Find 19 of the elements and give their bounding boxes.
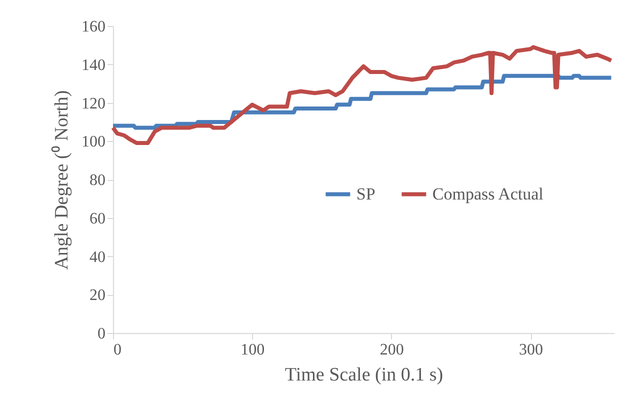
y-axis-title: Angle Degree (⁰ North) — [50, 90, 72, 270]
legend-label: SP — [356, 184, 376, 204]
line-series — [111, 45, 614, 146]
legend-label: Compass Actual — [432, 184, 544, 204]
y-tick-label: 20 — [90, 287, 106, 304]
y-tick-label: 0 — [98, 326, 106, 342]
y-tick-label: 160 — [82, 18, 106, 36]
x-axis-title: Time Scale (in 0.1 s) — [284, 364, 444, 386]
y-tick-label: 100 — [82, 134, 106, 151]
y-tick-label: 120 — [82, 95, 106, 112]
y-tick-label: 80 — [90, 172, 106, 189]
x-tick-label: 100 — [240, 342, 265, 358]
x-tick-label: 300 — [519, 342, 543, 358]
x-tick-label: 0 — [114, 342, 122, 358]
y-tick-label: 60 — [90, 210, 106, 228]
x-tick-label: 200 — [380, 342, 404, 358]
line-series — [111, 74, 614, 130]
y-tick-label: 140 — [82, 56, 106, 74]
y-tick-label: 40 — [90, 248, 106, 266]
